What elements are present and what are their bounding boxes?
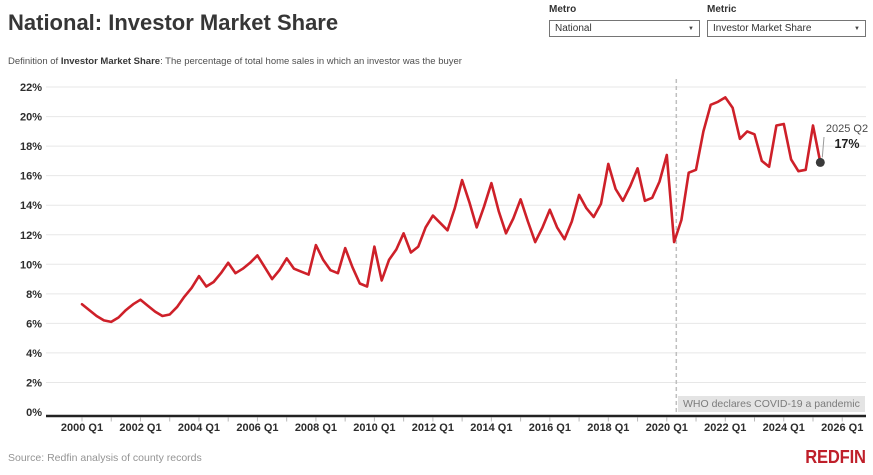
definition-term: Investor Market Share: [60, 56, 161, 67]
y-axis-tick-label: 14%: [20, 200, 42, 212]
x-axis-tick-label: 2014 Q1: [470, 422, 512, 434]
x-axis-tick-label: 2016 Q1: [529, 422, 571, 434]
investor-share-series-line[interactable]: [80, 96, 822, 324]
metric-label: Metric: [707, 4, 737, 15]
x-axis-tick-label: 2008 Q1: [295, 422, 337, 434]
last-point-marker[interactable]: [815, 157, 825, 167]
pandemic-annotation: WHO declares COVID-19 a pandemic: [678, 396, 865, 412]
definition-text: Definition of Investor Market Share: The…: [8, 56, 462, 67]
chevron-down-icon: ▼: [688, 25, 694, 32]
x-axis-tick-label: 2000 Q1: [61, 422, 103, 434]
y-axis-tick-label: 10%: [20, 259, 42, 271]
y-axis-tick-label: 8%: [26, 289, 42, 301]
last-point-callout: 2025 Q2 17%: [821, 123, 873, 151]
x-axis-tick-label: 2022 Q1: [704, 422, 746, 434]
definition-rest: : The percentage of total home sales in …: [160, 56, 462, 67]
x-axis-tick-label: 2006 Q1: [236, 422, 278, 434]
last-point-quarter: 2025 Q2: [825, 123, 869, 135]
x-axis-tick-label: 2002 Q1: [119, 422, 161, 434]
definition-prefix: Definition of: [8, 56, 61, 67]
metric-dropdown-value: Investor Market Share: [713, 23, 812, 34]
x-axis-tick-label: 2004 Q1: [178, 422, 220, 434]
y-axis-tick-label: 4%: [26, 348, 42, 360]
y-axis-tick-label: 20%: [20, 112, 42, 124]
x-axis-tick-label: 2020 Q1: [646, 422, 688, 434]
metro-label: Metro: [549, 4, 577, 15]
metro-control: Metro National ▼: [549, 4, 700, 37]
y-axis-tick-label: 0%: [26, 407, 42, 419]
y-axis-tick-label: 12%: [20, 230, 42, 242]
page-title: National: Investor Market Share: [8, 10, 339, 35]
metric-dropdown[interactable]: Investor Market Share ▼: [707, 20, 866, 37]
callout-leader-line: [821, 136, 825, 158]
metro-dropdown-value: National: [555, 23, 592, 34]
x-axis-tick-label: 2026 Q1: [821, 422, 863, 434]
x-axis-tick-label: 2010 Q1: [353, 422, 395, 434]
y-axis-tick-label: 18%: [20, 141, 42, 153]
y-axis-tick-label: 22%: [20, 82, 42, 94]
metro-dropdown[interactable]: National ▼: [549, 20, 700, 37]
x-axis-tick-label: 2012 Q1: [412, 422, 454, 434]
y-axis-tick-label: 16%: [20, 171, 42, 183]
y-axis-tick-label: 2%: [26, 377, 42, 389]
y-axis-tick-label: 6%: [26, 318, 42, 330]
redfin-logo: REDFIN: [805, 447, 866, 467]
last-point-value: 17%: [834, 137, 860, 151]
x-axis-tick-label: 2018 Q1: [587, 422, 629, 434]
chevron-down-icon: ▼: [854, 25, 860, 32]
metric-control: Metric Investor Market Share ▼: [707, 4, 866, 37]
x-axis-tick-label: 2024 Q1: [763, 422, 805, 434]
source-note: Source: Redfin analysis of county record…: [8, 452, 202, 464]
